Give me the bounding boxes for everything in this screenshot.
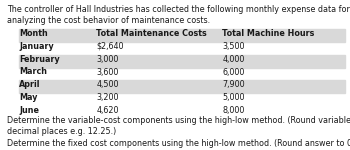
Bar: [19, 80, 345, 93]
Text: April: April: [19, 80, 41, 89]
Text: 3,000: 3,000: [96, 55, 119, 64]
Text: 3,500: 3,500: [222, 42, 245, 51]
Text: 6,000: 6,000: [222, 68, 245, 76]
Text: 5,000: 5,000: [222, 93, 245, 102]
Text: Month: Month: [19, 29, 48, 38]
Text: 3,600: 3,600: [96, 68, 119, 76]
Text: 4,500: 4,500: [96, 80, 119, 89]
Text: 3,200: 3,200: [96, 93, 119, 102]
Text: Determine the variable-cost components using the high-low method. (Round variabl: Determine the variable-cost components u…: [7, 116, 350, 125]
Text: 4,000: 4,000: [222, 55, 245, 64]
Text: 8,000: 8,000: [222, 106, 245, 115]
Text: 7,900: 7,900: [222, 80, 245, 89]
Text: February: February: [19, 55, 60, 64]
Text: Total Maintenance Costs: Total Maintenance Costs: [96, 29, 207, 38]
Text: The controller of Hall Industries has collected the following monthly expense da: The controller of Hall Industries has co…: [7, 5, 350, 14]
Text: analyzing the cost behavior of maintenance costs.: analyzing the cost behavior of maintenan…: [7, 16, 210, 25]
Text: March: March: [19, 68, 47, 76]
Bar: [19, 29, 345, 42]
Text: 4,620: 4,620: [96, 106, 119, 115]
Text: Total Machine Hours: Total Machine Hours: [222, 29, 315, 38]
Text: January: January: [19, 42, 54, 51]
Text: June: June: [19, 106, 39, 115]
Text: decimal places e.g. 12.25.): decimal places e.g. 12.25.): [7, 128, 116, 136]
Text: $2,640: $2,640: [96, 42, 124, 51]
Text: Determine the fixed cost components using the high-low method. (Round answer to : Determine the fixed cost components usin…: [7, 140, 350, 148]
Bar: [19, 55, 345, 68]
Text: May: May: [19, 93, 38, 102]
